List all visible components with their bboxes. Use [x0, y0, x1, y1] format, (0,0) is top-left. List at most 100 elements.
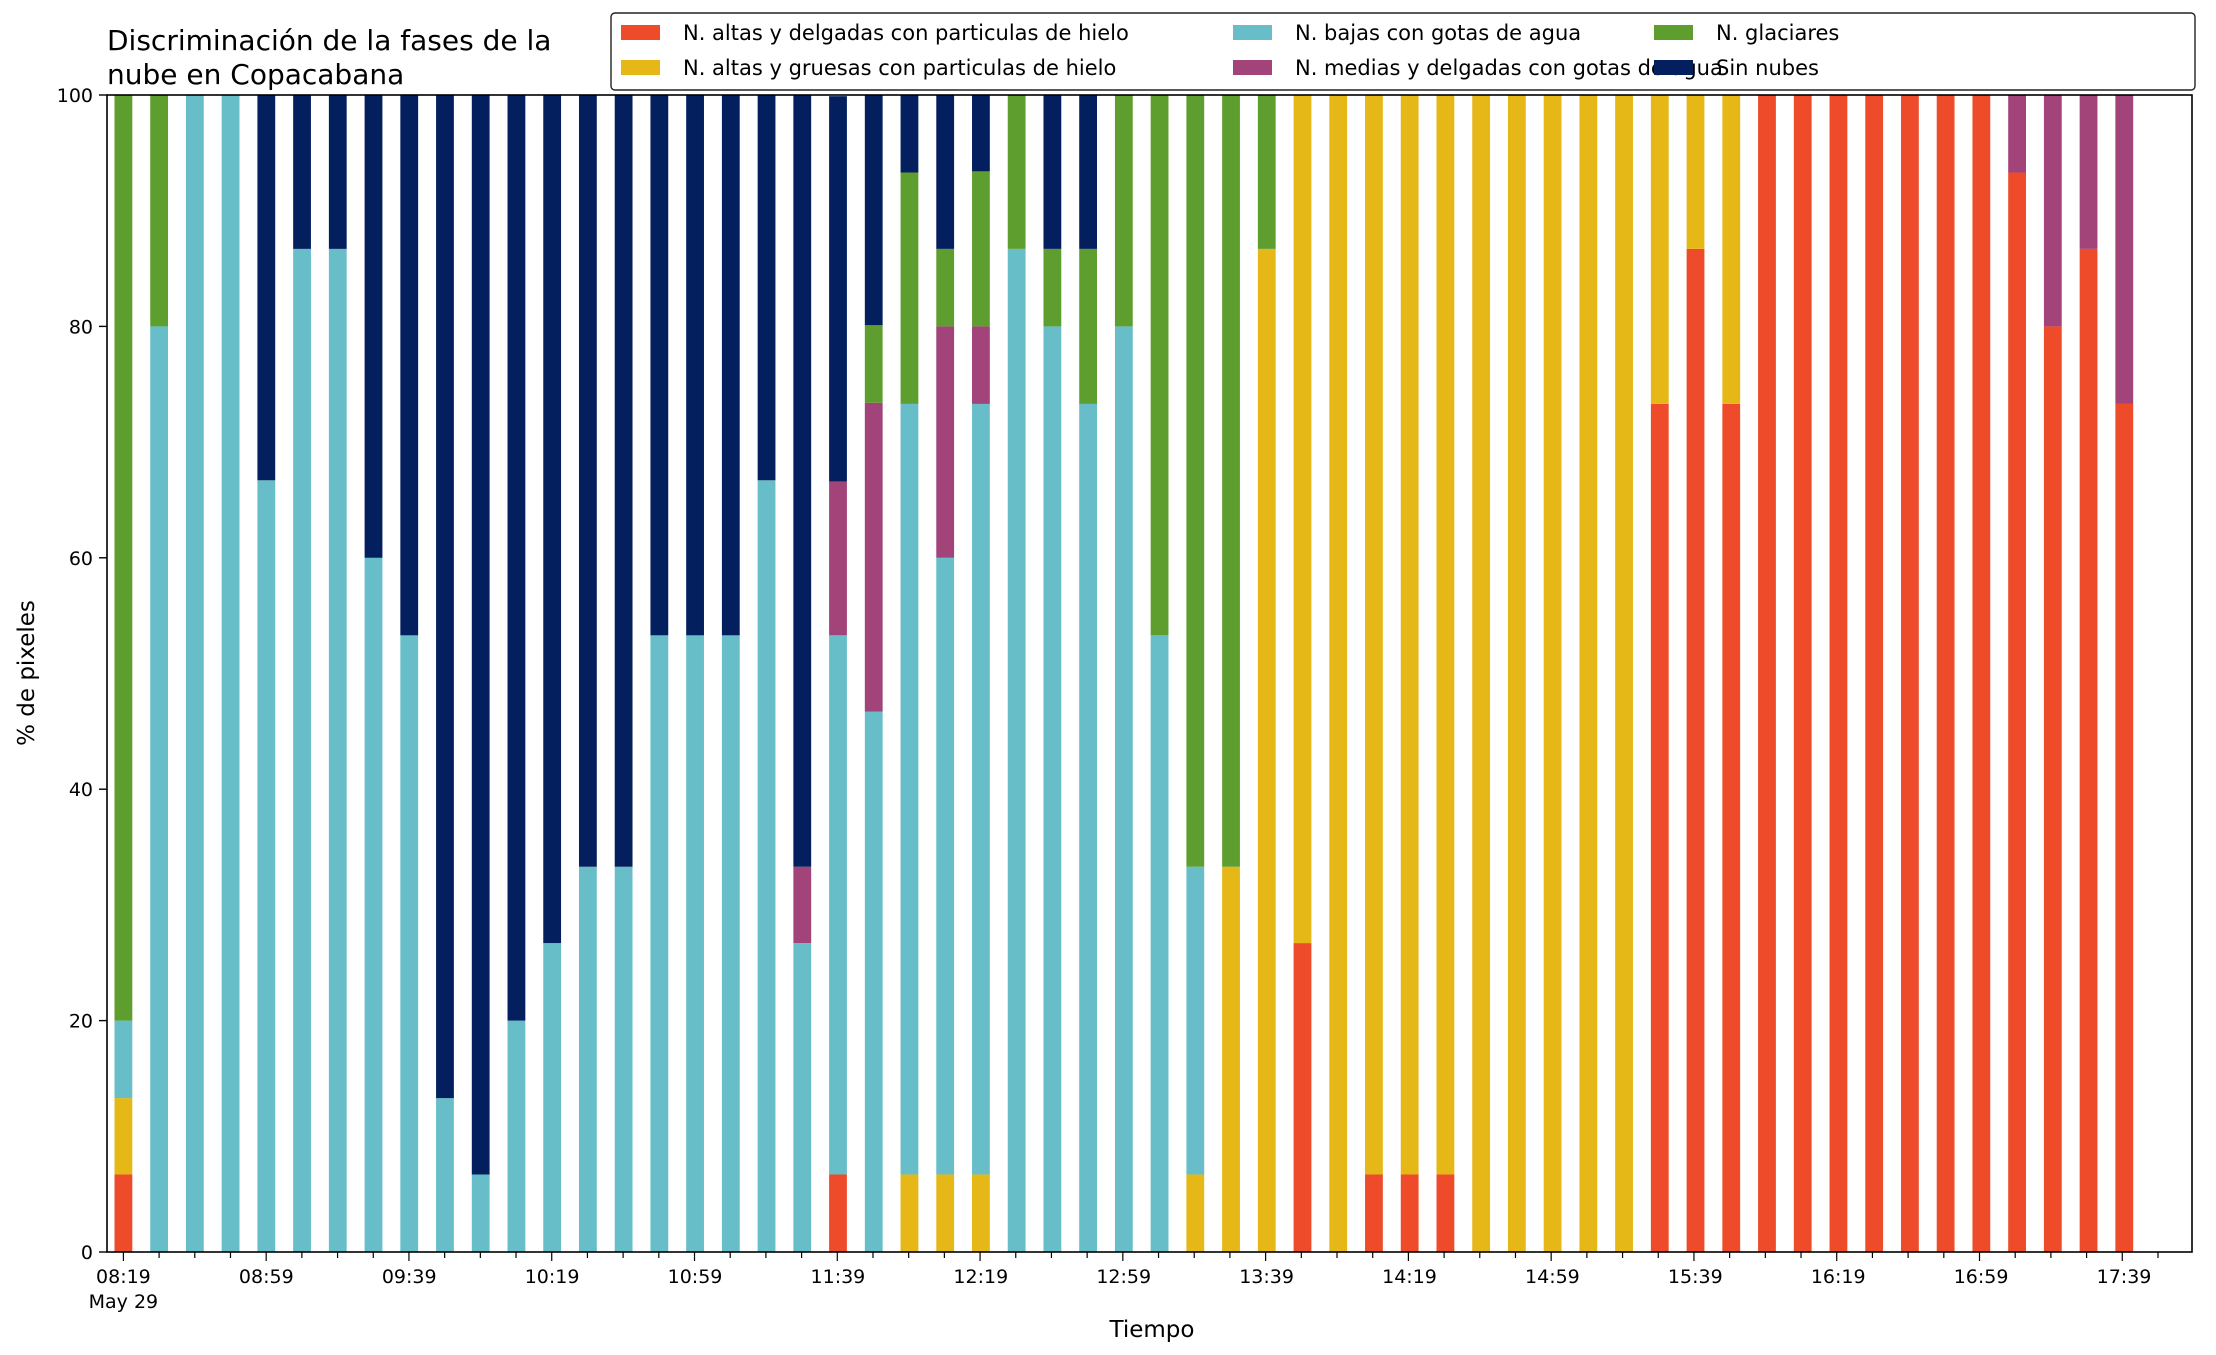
- x-tick-label: 10:19: [525, 1266, 580, 1288]
- bar-segment: [2008, 172, 2026, 1252]
- y-tick-label: 20: [69, 1011, 93, 1033]
- y-tick-label: 100: [57, 85, 93, 107]
- bar-segment: [650, 95, 669, 636]
- bar-segment: [793, 95, 812, 867]
- bar-segment: [436, 95, 454, 1099]
- bar-segment: [1793, 95, 1812, 1252]
- bar-segment: [1222, 95, 1240, 867]
- bar-segment: [1079, 248, 1098, 404]
- bar-segment: [793, 866, 812, 944]
- bar-segment: [686, 95, 704, 636]
- bar-segment: [972, 95, 990, 172]
- bar-segment: [936, 248, 955, 327]
- bar-segment: [1257, 95, 1276, 249]
- x-tick-label: 13:39: [1239, 1266, 1294, 1288]
- y-axis-label: % de pixeles: [14, 600, 40, 746]
- bar-segment: [1758, 95, 1776, 1252]
- bar-segment: [1114, 95, 1133, 327]
- bar-segment: [1079, 403, 1098, 1252]
- bar-segment: [293, 95, 311, 249]
- bar-segment: [1079, 95, 1098, 249]
- bar-segment: [829, 635, 847, 1175]
- bar-segment: [114, 95, 133, 1021]
- bar-segment: [293, 248, 311, 1252]
- bar-segment: [1972, 95, 1991, 1252]
- bar-segment: [1901, 95, 1919, 1252]
- x-tick-label: 10:59: [668, 1266, 723, 1288]
- x-tick-label: 12:19: [953, 1266, 1008, 1288]
- bar-segment: [1257, 248, 1276, 1252]
- bar-segment: [1150, 95, 1169, 636]
- legend: N. altas y delgadas con particulas de hi…: [610, 12, 2196, 91]
- bar-segment: [829, 481, 847, 636]
- bar-segment: [936, 557, 955, 1175]
- bar-segment: [1436, 95, 1455, 1175]
- bar-segment: [686, 635, 704, 1252]
- legend-label: N. altas y gruesas con particulas de hie…: [683, 56, 1116, 80]
- x-tick-label: 14:59: [1525, 1266, 1580, 1288]
- legend-label: N. glaciares: [1716, 21, 1839, 45]
- bar-segment: [936, 95, 955, 249]
- legend-label: N. medias y delgadas con gotas de agua: [1295, 56, 1723, 80]
- bar-segment: [864, 95, 883, 326]
- bar-segment: [1222, 866, 1240, 1252]
- legend-swatch: [1654, 25, 1693, 40]
- bar-segment: [1186, 95, 1205, 867]
- bar-segment: [1007, 248, 1026, 1252]
- bar-segment: [1293, 95, 1312, 944]
- x-tick-sublabel: May 29: [89, 1291, 159, 1313]
- bar-segment: [757, 95, 776, 481]
- bar-segment: [1650, 403, 1669, 1252]
- bar-segment: [2043, 95, 2062, 327]
- legend-frame: [610, 12, 2196, 91]
- bar-segment: [471, 95, 490, 1175]
- bar-segment: [721, 635, 740, 1252]
- bar-segment: [257, 95, 276, 481]
- bar-segment: [900, 95, 919, 173]
- bar-segment: [1293, 943, 1312, 1252]
- bar-segment: [1150, 635, 1169, 1252]
- bar-segment: [900, 403, 919, 1175]
- x-tick-label: 17:39: [2097, 1266, 2152, 1288]
- bar-segment: [829, 96, 847, 482]
- bar-segment: [2079, 248, 2098, 1252]
- bar-segment: [471, 1174, 490, 1252]
- bar-segment: [1043, 326, 1062, 1252]
- bar-segment: [1365, 95, 1383, 1175]
- bar-segment: [1186, 1174, 1205, 1252]
- bar-segment: [972, 326, 990, 404]
- x-tick-label: 09:39: [382, 1266, 437, 1288]
- bar-segment: [578, 95, 597, 867]
- bar-segment: [936, 1174, 955, 1252]
- bar-segment: [614, 95, 633, 867]
- bar-segment: [1472, 95, 1491, 1252]
- bar-segment: [578, 866, 597, 1252]
- bar-segment: [1007, 95, 1026, 249]
- bar-segment: [1936, 95, 1955, 1252]
- bar-segment: [1365, 1174, 1383, 1252]
- legend-swatch: [1233, 60, 1272, 75]
- bar-segment: [543, 943, 562, 1252]
- bar-segment: [150, 326, 169, 1252]
- legend-swatch: [1654, 60, 1693, 75]
- bar-segment: [150, 95, 169, 327]
- bar-segment: [257, 480, 276, 1252]
- bar-segment: [400, 635, 419, 1252]
- bar-segment: [507, 1020, 526, 1252]
- y-axis: 0 20 40 60 80 100: [57, 85, 107, 1264]
- bar-segment: [864, 325, 883, 403]
- bar-segment: [864, 402, 883, 712]
- bar-segment: [757, 480, 776, 1252]
- bar-segment: [2079, 95, 2098, 249]
- bar-segment: [1043, 248, 1062, 327]
- bar-segment: [936, 326, 955, 558]
- bar-segment: [864, 711, 883, 1252]
- bar-segment: [364, 557, 383, 1252]
- bar-segment: [221, 95, 240, 1252]
- bar-segment: [114, 1098, 133, 1175]
- legend-label: N. bajas con gotas de agua: [1295, 21, 1581, 45]
- bar-segment: [2115, 403, 2134, 1252]
- bar-segment: [972, 403, 990, 1175]
- bar-segment: [614, 866, 633, 1252]
